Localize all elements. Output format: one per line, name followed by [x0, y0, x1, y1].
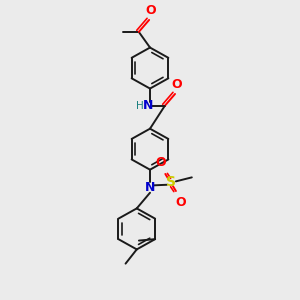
Text: O: O — [145, 4, 156, 16]
Text: H: H — [136, 101, 143, 111]
Text: S: S — [166, 176, 176, 190]
Text: O: O — [156, 156, 166, 169]
Text: O: O — [171, 78, 181, 91]
Text: N: N — [145, 181, 155, 194]
Text: O: O — [175, 196, 186, 209]
Text: N: N — [143, 99, 153, 112]
